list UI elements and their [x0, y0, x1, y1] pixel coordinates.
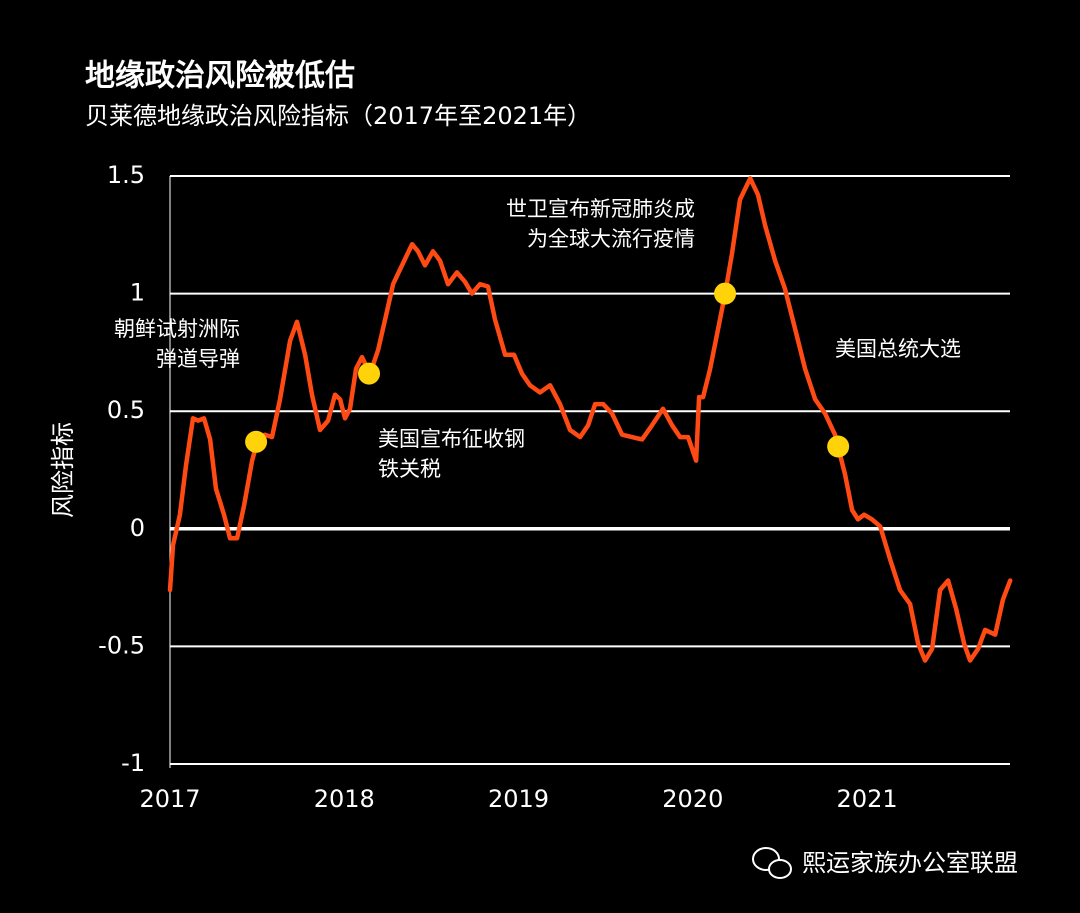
y-tick-label: 0 — [130, 514, 145, 542]
annotation-text: 美国宣布征收钢 — [378, 427, 525, 451]
event-marker — [714, 282, 737, 305]
y-tick-label: 0.5 — [107, 396, 145, 424]
event-marker — [245, 430, 268, 453]
line — [167, 176, 1013, 663]
chart-subtitle: 贝莱德地缘政治风险指标（2017年至2021年） — [85, 102, 591, 130]
annotation-text: 美国总统大选 — [835, 337, 961, 361]
x-tick-label: 2019 — [488, 785, 549, 813]
event-marker — [827, 435, 850, 458]
y-axis-label: 风险指标 — [49, 422, 77, 518]
annotation-text: 世卫宣布新冠肺炎成 — [506, 197, 695, 221]
x-tick-label: 2018 — [314, 785, 375, 813]
x-tick-label: 2020 — [662, 785, 723, 813]
watermark: 熙运家族办公室联盟 — [802, 849, 1018, 877]
x-tick-label: 2017 — [139, 785, 200, 813]
annotation-text: 为全球大流行疫情 — [527, 227, 695, 251]
annotation-text: 朝鲜试射洲际 — [114, 317, 240, 341]
y-tick-label: 1 — [130, 279, 145, 307]
x-tick-label: 2021 — [837, 785, 898, 813]
annotation-text: 弹道导弹 — [156, 347, 240, 371]
y-tick-label: -0.5 — [98, 631, 145, 659]
event-marker — [358, 362, 381, 385]
annotation-text: 铁关税 — [378, 457, 441, 481]
chart-title: 地缘政治风险被低估 — [85, 59, 355, 94]
y-tick-label: 1.5 — [107, 161, 145, 189]
y-tick-label: -1 — [121, 749, 145, 777]
wechat-icon — [752, 847, 792, 879]
